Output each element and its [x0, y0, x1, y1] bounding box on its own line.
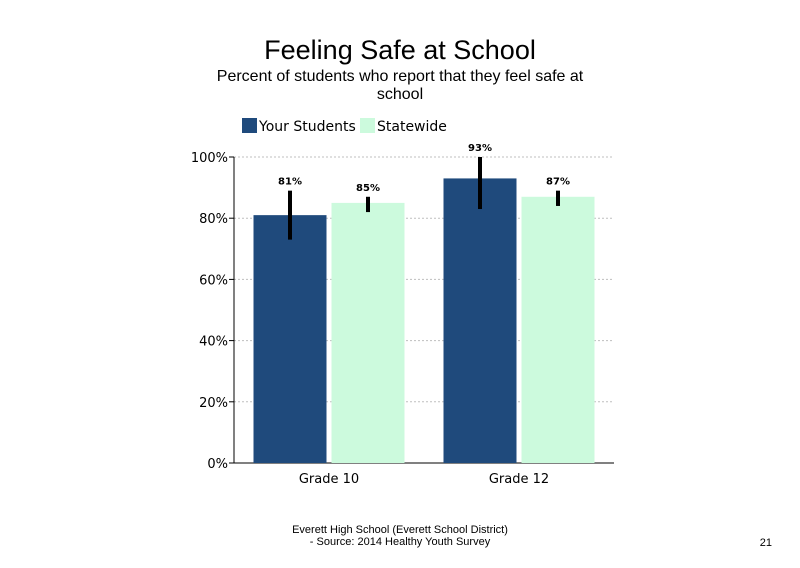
x-tick-label: Grade 10	[299, 472, 359, 487]
legend-swatch	[242, 118, 257, 133]
chart-title: Feeling Safe at School	[264, 35, 536, 65]
y-tick-label: 20%	[199, 396, 228, 411]
bar	[443, 178, 517, 464]
footer-school: Everett High School (Everett School Dist…	[292, 524, 508, 536]
data-label: 87%	[546, 177, 570, 188]
y-tick-label: 0%	[207, 457, 228, 472]
y-tick-label: 80%	[199, 212, 228, 227]
chart-subtitle: Percent of students who report that they…	[216, 68, 584, 103]
legend-swatch	[360, 118, 375, 133]
data-label: 81%	[278, 177, 302, 188]
data-label: 85%	[356, 183, 380, 194]
footer-source: Everett High School (Everett School Dist…	[230, 524, 570, 548]
y-tick-label: 40%	[199, 335, 228, 350]
footer-survey: - Source: 2014 Healthy Youth Survey	[309, 536, 491, 548]
y-tick-label: 100%	[191, 151, 228, 166]
legend-label: Your Students	[258, 119, 356, 135]
legend-label: Statewide	[377, 119, 447, 135]
bar	[253, 215, 327, 463]
y-tick-label: 60%	[199, 273, 228, 288]
x-tick-label: Grade 12	[489, 472, 549, 487]
bar	[521, 196, 595, 463]
data-label: 93%	[468, 143, 492, 154]
page-number: 21	[759, 537, 772, 549]
bar	[331, 202, 405, 463]
bar-chart: 0% 20% 40% 60% 80% 100% 81% 85% Grade 10 93% 87% Gr…	[191, 118, 614, 487]
